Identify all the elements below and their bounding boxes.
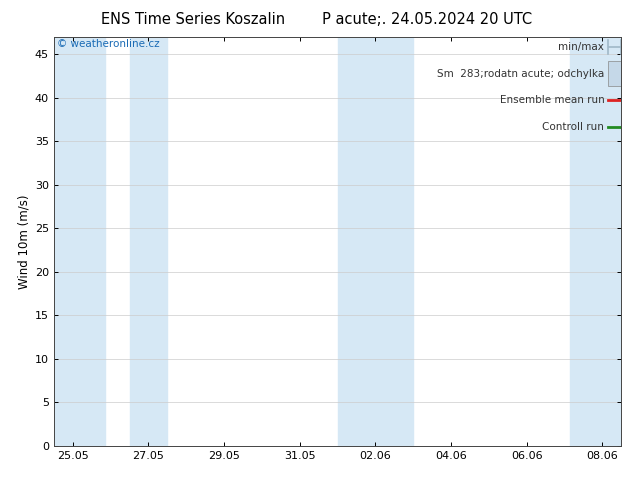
Bar	[129, 37, 167, 446]
Point	[106, 436, 113, 442]
Point	[106, 434, 113, 440]
Bar	[41, 37, 105, 446]
Point	[107, 435, 114, 441]
Y-axis label: Wind 10m (m/s): Wind 10m (m/s)	[18, 194, 30, 289]
Text: min/max: min/max	[559, 42, 604, 52]
Text: ENS Time Series Koszalin        P acute;. 24.05.2024 20 UTC: ENS Time Series Koszalin P acute;. 24.05…	[101, 12, 533, 27]
Point	[107, 436, 114, 442]
Point	[107, 434, 114, 440]
Bar	[337, 37, 413, 446]
Text: Controll run: Controll run	[543, 122, 604, 132]
FancyBboxPatch shape	[608, 61, 621, 86]
Point	[107, 435, 114, 441]
Text: © weatheronline.cz: © weatheronline.cz	[56, 39, 159, 49]
Point	[106, 435, 113, 441]
Text: Ensemble mean run: Ensemble mean run	[500, 95, 604, 105]
Text: Sm  283;rodatn acute; odchylka: Sm 283;rodatn acute; odchylka	[437, 69, 604, 78]
Point	[106, 435, 113, 441]
Point	[107, 436, 114, 441]
Bar	[570, 37, 634, 446]
Point	[106, 436, 113, 441]
